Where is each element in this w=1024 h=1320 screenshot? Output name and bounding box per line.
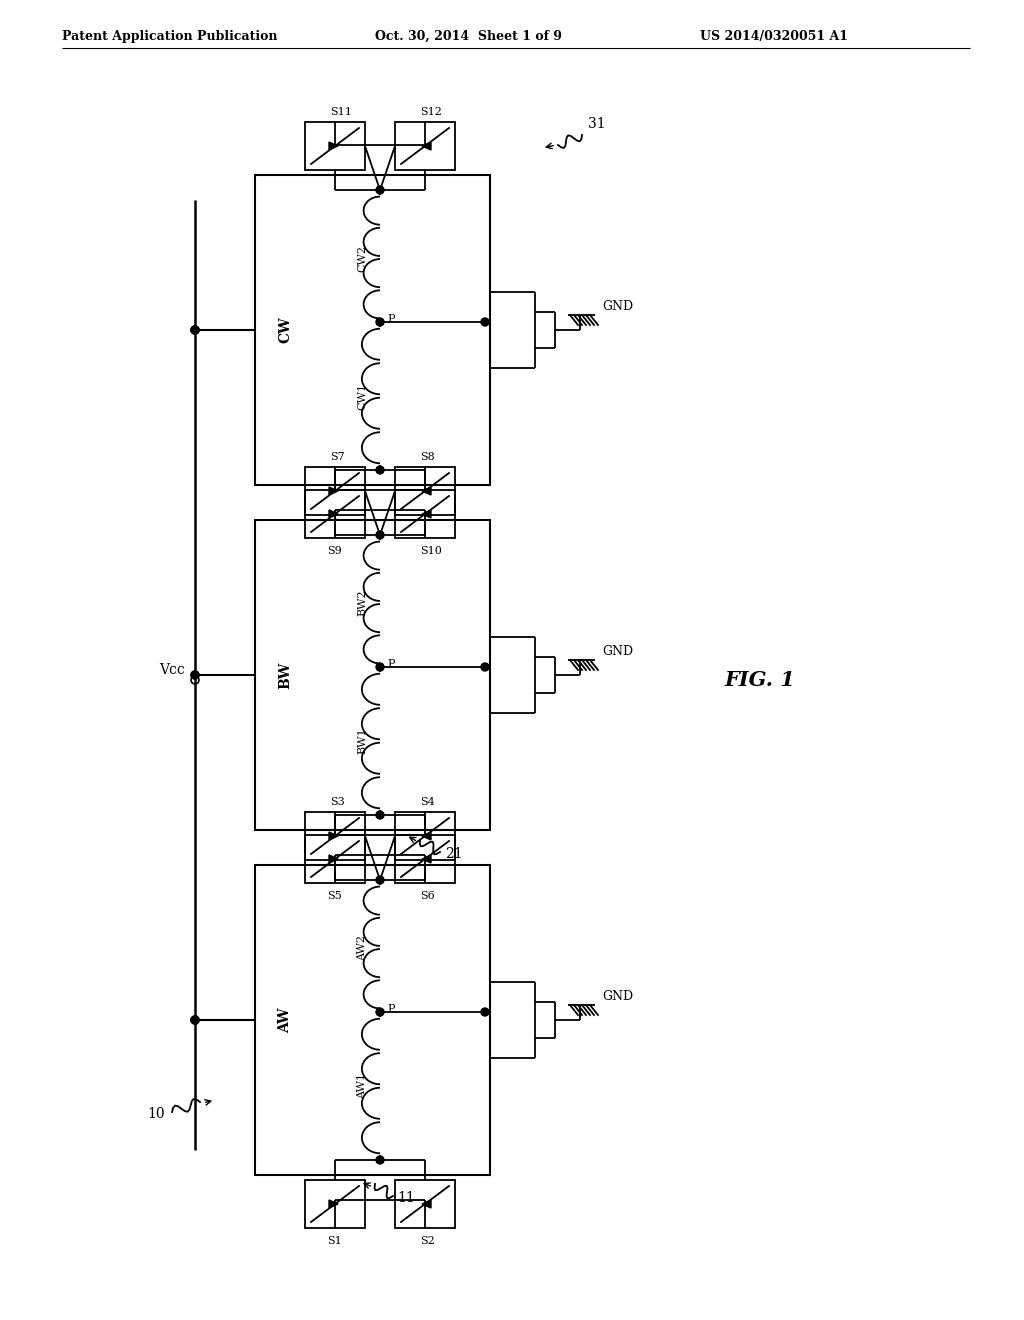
Circle shape [376, 186, 384, 194]
Bar [255, 176, 490, 484]
Text: Vcc: Vcc [160, 663, 185, 677]
Text: AW2: AW2 [357, 935, 367, 961]
Circle shape [376, 1156, 384, 1164]
Circle shape [376, 318, 384, 326]
Text: S4: S4 [420, 797, 435, 807]
Bar [395, 467, 455, 515]
Text: P: P [387, 659, 394, 669]
Text: S2: S2 [420, 1236, 435, 1246]
Bar [305, 490, 365, 539]
Circle shape [191, 1016, 199, 1024]
Text: P: P [387, 314, 394, 323]
Bar [305, 1180, 365, 1228]
Text: 31: 31 [588, 117, 605, 131]
Polygon shape [329, 1200, 338, 1208]
Bar [305, 121, 365, 170]
Circle shape [481, 1008, 489, 1016]
Text: Patent Application Publication: Patent Application Publication [62, 30, 278, 44]
Polygon shape [422, 487, 431, 495]
Text: AW: AW [278, 1007, 292, 1032]
Polygon shape [422, 510, 431, 517]
Circle shape [376, 810, 384, 818]
Text: S1: S1 [327, 1236, 342, 1246]
Text: S9: S9 [327, 546, 342, 556]
Bar [395, 490, 455, 539]
Circle shape [191, 326, 199, 334]
Text: S10: S10 [420, 546, 442, 556]
Circle shape [191, 326, 199, 334]
Text: 10: 10 [147, 1107, 165, 1121]
Circle shape [481, 318, 489, 326]
Circle shape [376, 663, 384, 671]
Text: BW2: BW2 [357, 590, 367, 616]
Polygon shape [422, 832, 431, 840]
Text: FIG. 1: FIG. 1 [725, 671, 796, 690]
Bar [305, 467, 365, 515]
Text: CW1: CW1 [357, 383, 367, 409]
Polygon shape [329, 832, 338, 840]
Circle shape [376, 876, 384, 884]
Text: AW1: AW1 [357, 1073, 367, 1100]
Text: US 2014/0320051 A1: US 2014/0320051 A1 [700, 30, 848, 44]
Bar [395, 836, 455, 883]
Circle shape [376, 531, 384, 539]
Bar [255, 865, 490, 1175]
Bar [305, 836, 365, 883]
Bar [395, 121, 455, 170]
Polygon shape [422, 855, 431, 863]
Bar [255, 520, 490, 830]
Circle shape [481, 663, 489, 671]
Text: Oct. 30, 2014  Sheet 1 of 9: Oct. 30, 2014 Sheet 1 of 9 [375, 30, 562, 44]
Text: BW: BW [278, 661, 292, 689]
Text: S11: S11 [330, 107, 352, 117]
Circle shape [191, 1016, 199, 1024]
Text: S7: S7 [330, 451, 345, 462]
Bar [395, 1180, 455, 1228]
Text: P: P [387, 1005, 394, 1014]
Circle shape [191, 326, 199, 334]
Polygon shape [422, 143, 431, 150]
Bar [305, 812, 365, 861]
Text: CW2: CW2 [357, 244, 367, 272]
Text: S8: S8 [420, 451, 435, 462]
Text: GND: GND [602, 645, 633, 657]
Polygon shape [329, 143, 338, 150]
Circle shape [191, 671, 199, 678]
Text: S3: S3 [330, 797, 345, 807]
Polygon shape [329, 510, 338, 517]
Polygon shape [329, 855, 338, 863]
Text: 21: 21 [445, 847, 463, 861]
Text: S6: S6 [420, 891, 435, 902]
Bar [395, 812, 455, 861]
Circle shape [376, 1008, 384, 1016]
Polygon shape [422, 1200, 431, 1208]
Text: CW: CW [278, 317, 292, 343]
Text: S5: S5 [327, 891, 342, 902]
Circle shape [191, 671, 199, 678]
Text: BW1: BW1 [357, 727, 367, 754]
Polygon shape [329, 487, 338, 495]
Text: 11: 11 [397, 1191, 415, 1205]
Text: GND: GND [602, 300, 633, 313]
Text: GND: GND [602, 990, 633, 1003]
Circle shape [191, 1016, 199, 1024]
Text: S12: S12 [420, 107, 442, 117]
Circle shape [376, 466, 384, 474]
